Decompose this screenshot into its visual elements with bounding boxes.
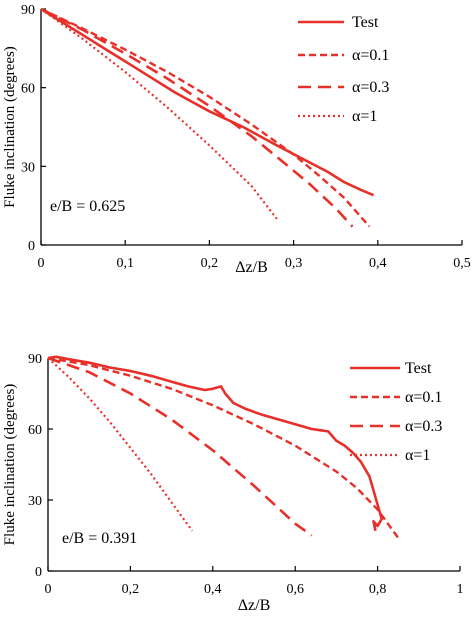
x-tick-label: 0,4 [369,256,387,271]
x-tick-label: 0,4 [204,582,222,597]
legend-label: α=1 [352,108,377,125]
x-tick-label: 0,5 [453,256,471,271]
legend-label: Test [352,14,379,31]
series-line--1 [40,8,278,220]
y-tick-label: 0 [35,565,42,580]
x-tick-label: 0,2 [122,582,140,597]
series-line--0-1 [40,7,371,228]
x-tick-label: 0 [38,256,45,271]
series-line--0-3 [40,7,354,228]
x-tick-label: 0,8 [369,582,387,597]
y-tick-label: 30 [21,160,35,175]
y-tick-label: 30 [28,494,42,509]
x-tick-label: 0,6 [286,582,304,597]
y-tick-label: 60 [28,423,42,438]
legend-label: α=0.3 [405,418,442,435]
x-tick-label: 0,1 [116,256,134,271]
y-axis-label: Fluke inclination (degrees) [2,46,18,208]
ratio-annotation: e/B = 0.391 [62,530,137,547]
series-line--1 [47,357,194,532]
series-line-test [47,355,384,532]
x-tick-label: 0 [45,582,52,597]
series-line--0-1 [47,356,400,539]
ratio-annotation: e/B = 0.625 [50,198,125,215]
legend-label: α=0.3 [352,79,389,96]
top-panel: 0 0,1 0,2 0,3 0,4 0,5 0 30 60 90 Δz/B Fluke inclina… [2,3,471,276]
x-axis-label: Δz/B [238,597,271,614]
series-line--0-3 [47,356,313,537]
y-tick-label: 90 [28,352,42,367]
bottom-panel: 0 0,2 0,4 0,6 0,8 1 0 30 60 90 Δz/B Fluke inclinati… [2,352,464,614]
x-tick-label: 1 [457,582,464,597]
legend-label: α=1 [405,447,430,464]
x-tick-label: 0,2 [201,256,219,271]
y-axis-label: Fluke inclination (degrees) [2,384,18,546]
x-tick-label: 0,3 [285,256,303,271]
x-axis-label: Δz/B [235,259,268,276]
y-tick-label: 90 [21,3,35,18]
y-tick-label: 0 [28,239,35,254]
legend-label: α=0.1 [405,389,442,406]
legend-label: Test [405,360,432,377]
legend-label: α=0.1 [352,47,389,64]
series-line-test [40,7,375,197]
y-tick-label: 60 [21,82,35,97]
